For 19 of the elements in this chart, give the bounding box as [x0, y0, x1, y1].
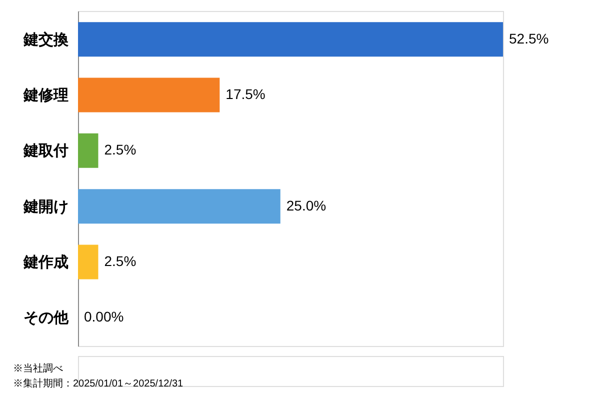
bar: [78, 189, 280, 224]
y-tick-label: 鍵作成: [22, 254, 68, 271]
data-label: 25.0%: [286, 197, 326, 214]
text: ※当社調べ: [13, 362, 63, 374]
bar: [78, 244, 98, 280]
y-tick-label: 鍵交換: [22, 30, 70, 48]
bar: [78, 22, 503, 57]
data-label: 17.5%: [226, 86, 266, 102]
y-tick-label: 鍵取付: [22, 142, 68, 160]
text: ※集計期間：2025/01/01～2025/12/31: [13, 378, 184, 390]
y-tick-label: その他: [24, 310, 70, 327]
bar: [78, 133, 98, 168]
y-tick-label: 鍵修理: [22, 87, 68, 104]
data-label: 2.5%: [104, 142, 136, 158]
data-label: 52.5%: [509, 30, 549, 46]
data-label: 2.5%: [104, 252, 136, 269]
y-tick-label: 鍵開け: [22, 198, 68, 216]
bar: [78, 78, 220, 112]
data-label: 0.00%: [84, 308, 124, 325]
